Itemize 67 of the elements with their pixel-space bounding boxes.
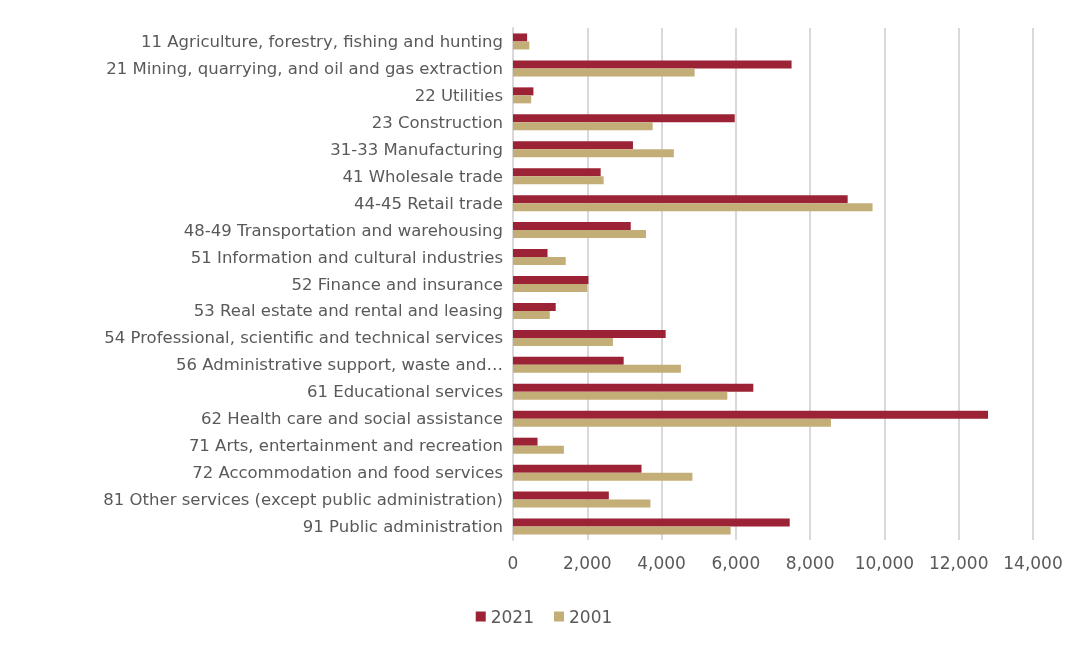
y-tick-label: 54 Professional, scientific and technical services [104, 328, 503, 348]
y-tick-label: 62 Health care and social assistance [201, 409, 503, 429]
bar [513, 203, 873, 212]
x-tick-label: 8,000 [785, 552, 835, 573]
bar [513, 445, 564, 454]
bar [513, 114, 735, 123]
y-tick-label: 61 Educational services [306, 382, 503, 402]
bar [513, 383, 754, 392]
x-tick-label: 10,000 [854, 552, 915, 573]
bar [513, 518, 790, 527]
bar [513, 464, 642, 473]
y-tick-label: 81 Other services (except public administration) [103, 490, 503, 510]
bar [513, 87, 534, 96]
bar [513, 168, 601, 177]
y-tick-label: 31-33 Manufacturing [330, 139, 503, 159]
y-tick-label: 91 Public administration [302, 517, 503, 537]
bar [513, 391, 728, 400]
y-tick-label: 56 Administrative support, waste and… [175, 355, 503, 375]
bar [513, 141, 633, 150]
bar [513, 68, 695, 77]
bar [513, 491, 609, 500]
y-tick-label: 72 Accommodation and food services [192, 463, 503, 483]
x-tick-label: 0 [507, 552, 519, 573]
y-tick-label: 71 Arts, entertainment and recreation [188, 436, 503, 456]
bar [513, 176, 604, 185]
bar [513, 472, 693, 481]
bar [513, 222, 631, 231]
bar [513, 41, 530, 50]
bar [513, 310, 550, 319]
bar [513, 418, 831, 427]
bar [513, 257, 566, 266]
bar [513, 499, 651, 508]
legend-label: 2001 [569, 606, 613, 627]
x-tick-label: 6,000 [711, 552, 761, 573]
y-tick-label: 52 Finance and insurance [291, 274, 503, 294]
bar [513, 526, 731, 535]
y-tick-label: 21 Mining, quarrying, and oil and gas extraction [106, 58, 503, 78]
bar [513, 284, 588, 292]
bar [513, 149, 674, 158]
x-tick-label: 4,000 [637, 552, 686, 573]
y-tick-label: 22 Utilities [414, 85, 503, 105]
x-tick-label: 14,000 [1003, 552, 1063, 573]
x-tick-label: 12,000 [928, 552, 989, 573]
bar [513, 33, 528, 42]
bar [513, 410, 989, 419]
bar [513, 302, 556, 311]
y-tick-label: 23 Construction [371, 112, 503, 132]
bar [513, 122, 653, 131]
y-tick-label: 11 Agriculture, forestry, fishing and hunting [141, 31, 503, 51]
bar [513, 337, 613, 346]
y-tick-label: 48-49 Transportation and warehousing [183, 220, 503, 240]
bar [513, 329, 666, 338]
y-tick-label: 44-45 Retail trade [353, 193, 503, 213]
bar [513, 437, 538, 446]
bar [513, 364, 681, 373]
x-tick-label: 2,000 [562, 552, 612, 573]
bar [513, 356, 624, 365]
y-tick-label: 41 Wholesale trade [342, 166, 503, 186]
y-tick-label: 51 Information and cultural industries [190, 247, 503, 267]
bar [513, 95, 532, 104]
bar [513, 60, 792, 69]
y-tick-label: 53 Real estate and rental and leasing [193, 301, 503, 321]
legend-label: 2021 [490, 606, 534, 627]
bar [513, 276, 589, 284]
bar [513, 195, 848, 204]
bar [513, 249, 548, 258]
bar [513, 230, 646, 239]
